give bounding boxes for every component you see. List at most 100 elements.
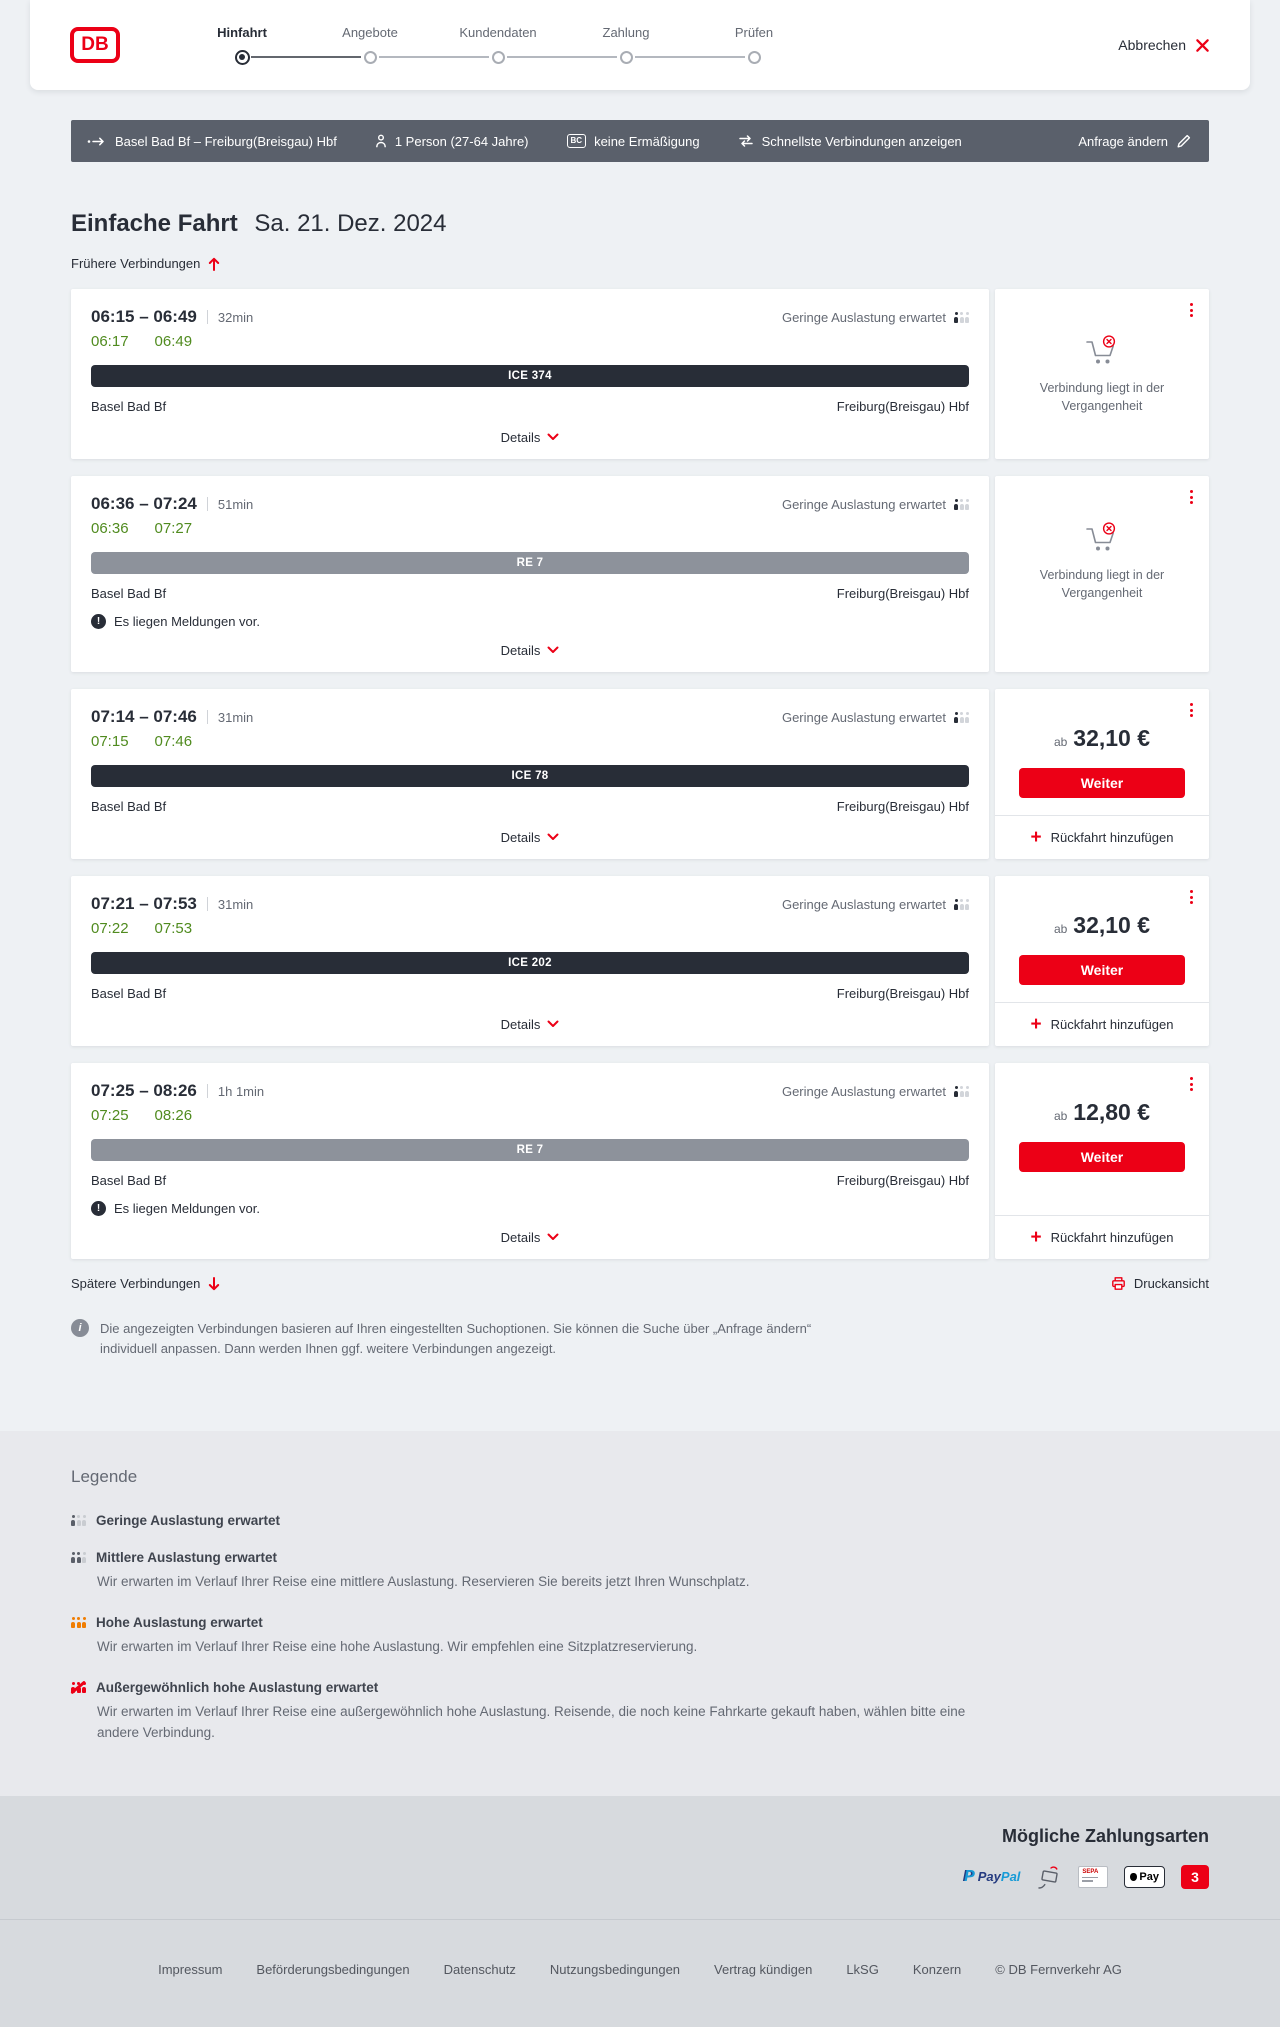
legend-item-description: Wir erwarten im Verlauf Ihrer Reise eine… [97, 1574, 750, 1590]
info-note-text: Die angezeigten Verbindungen basieren au… [100, 1321, 812, 1357]
connection-times: 06:15 – 06:49 [91, 307, 197, 326]
printer-icon [1111, 1276, 1126, 1291]
real-arrival-time: 07:27 [154, 520, 193, 537]
details-toggle[interactable]: Details [91, 1217, 969, 1247]
step-dot-icon [491, 50, 505, 64]
real-arrival-time: 07:46 [154, 733, 193, 750]
details-toggle[interactable]: Details [91, 817, 969, 847]
print-view-link[interactable]: Druckansicht [1111, 1276, 1209, 1291]
footer-link[interactable]: LkSG [846, 1961, 879, 1977]
legend-item: Geringe Auslastung erwartet [71, 1513, 1209, 1528]
plus-icon [1031, 828, 1042, 847]
details-toggle[interactable]: Details [91, 1004, 969, 1034]
more-options-icon[interactable] [1186, 1073, 1197, 1095]
db-logo[interactable]: DB [70, 27, 120, 63]
connection-duration: 1h 1min [217, 1083, 265, 1099]
earlier-connections-link[interactable]: Frühere Verbindungen [71, 256, 220, 271]
weiter-button[interactable]: Weiter [1019, 1142, 1185, 1172]
connection-side-panel: ab 32,10 € Weiter Rückfahrt hinzufügen [995, 689, 1209, 859]
messages-row: Es liegen Meldungen vor. [91, 1199, 969, 1217]
connection-row: 06:15 – 06:49 32min Geringe Auslastung e… [71, 289, 1209, 459]
footer-link[interactable]: Vertrag kündigen [714, 1961, 813, 1977]
occupancy-legend-icon [71, 1515, 86, 1527]
footer-link[interactable]: Datenschutz [443, 1961, 516, 1977]
connection-times: 07:25 – 08:26 [91, 1081, 197, 1100]
step-label: Kundendaten [459, 25, 537, 40]
step-label: Angebote [342, 25, 398, 40]
alert-icon [91, 613, 106, 629]
connection-duration: 32min [217, 309, 254, 325]
train-segment-bar: RE 7 [91, 1139, 969, 1161]
connection-card: 06:15 – 06:49 32min Geringe Auslastung e… [71, 289, 989, 459]
past-connection-text: Verbindung liegt in der Vergangenheit [1039, 568, 1165, 601]
arrow-down-icon [208, 1276, 220, 1291]
add-return-label: Rückfahrt hinzufügen [1050, 1230, 1174, 1245]
more-options-icon[interactable] [1186, 886, 1197, 908]
departure-station: Basel Bad Bf [91, 586, 167, 601]
stepper-step[interactable]: Angebote [251, 25, 434, 65]
train-segment-bar: ICE 374 [91, 365, 969, 387]
details-label: Details [500, 829, 541, 845]
footer: Impressum Beförderungsbedingungen Datens… [0, 1918, 1280, 2027]
main-content: Einfache Fahrt Sa. 21. Dez. 2024 Frühere… [0, 162, 1280, 1359]
passengers-summary: 1 Person (27-64 Jahre) [375, 134, 529, 149]
stepper-step[interactable]: Prüfen [635, 25, 818, 65]
footer-link[interactable]: Impressum [158, 1961, 223, 1977]
chevron-down-icon [547, 833, 559, 841]
occupancy-legend-icon [71, 1617, 86, 1629]
cancel-button[interactable]: Abbrechen [1118, 37, 1210, 53]
sort-text: Schnellste Verbindungen anzeigen [761, 133, 962, 149]
add-return-button[interactable]: Rückfahrt hinzufügen [995, 1002, 1209, 1046]
add-return-label: Rückfahrt hinzufügen [1050, 830, 1174, 845]
occupancy-icon [954, 711, 969, 723]
connection-row: 07:14 – 07:46 31min Geringe Auslastung e… [71, 689, 1209, 859]
footer-copyright: © DB Fernverkehr AG [995, 1961, 1122, 1977]
legend-list: Geringe Auslastung erwartet Mittlere Aus… [71, 1513, 1209, 1744]
more-options-icon[interactable] [1186, 486, 1197, 508]
legend-item-label: Außergewöhnlich hohe Auslastung erwartet [96, 1680, 379, 1696]
departure-station: Basel Bad Bf [91, 399, 167, 414]
connection-side-panel: Verbindung liegt in der Vergangenheit [995, 476, 1209, 672]
details-toggle[interactable]: Details [91, 417, 969, 447]
payments-title: Mögliche Zahlungsarten [1001, 1825, 1209, 1846]
connection-duration: 31min [217, 896, 254, 912]
one-way-arrow-icon [87, 136, 107, 147]
footer-link[interactable]: Beförderungsbedingungen [256, 1961, 410, 1977]
sort-summary[interactable]: Schnellste Verbindungen anzeigen [738, 134, 962, 149]
close-icon [1195, 38, 1210, 53]
weiter-button[interactable]: Weiter [1019, 768, 1185, 798]
departure-station: Basel Bad Bf [91, 1173, 167, 1188]
arrival-station: Freiburg(Breisgau) Hbf [836, 799, 969, 814]
pencil-icon [1177, 134, 1191, 148]
cart-unavailable-icon [1080, 520, 1124, 556]
connection-side-panel: Verbindung liegt in der Vergangenheit [995, 289, 1209, 459]
price-prefix: ab [1053, 922, 1068, 936]
later-connections-link[interactable]: Spätere Verbindungen [71, 1276, 220, 1291]
legend-item: Mittlere Auslastung erwartet Wir erwarte… [71, 1550, 1209, 1593]
stepper-step[interactable]: Zahlung [507, 25, 690, 65]
plus-icon [1031, 1228, 1042, 1247]
stepper-step[interactable]: Kundendaten [379, 25, 562, 65]
stepper-step[interactable]: Hinfahrt [178, 25, 306, 65]
edit-search-button[interactable]: Anfrage ändern [1078, 134, 1191, 149]
occupancy-icon [954, 498, 969, 510]
passengers-text: 1 Person (27-64 Jahre) [394, 133, 529, 149]
more-options-icon[interactable] [1186, 299, 1197, 321]
real-departure-time: 06:36 [91, 520, 129, 537]
trip-type: Einfache Fahrt [71, 210, 238, 237]
more-options-icon[interactable] [1186, 699, 1197, 721]
footer-link[interactable]: Nutzungsbedingungen [549, 1961, 681, 1977]
page-title: Einfache Fahrt Sa. 21. Dez. 2024 [71, 210, 1209, 238]
later-connections-label: Spätere Verbindungen [71, 1276, 201, 1291]
past-connection-text: Verbindung liegt in der Vergangenheit [1039, 381, 1165, 414]
real-arrival-time: 07:53 [154, 920, 193, 937]
details-toggle[interactable]: Details [91, 630, 969, 660]
cart-unavailable-icon [1080, 333, 1124, 369]
bahncard-icon: BC [566, 134, 587, 148]
add-return-button[interactable]: Rückfahrt hinzufügen [995, 815, 1209, 859]
footer-link[interactable]: Konzern [912, 1961, 962, 1977]
arrival-station: Freiburg(Breisgau) Hbf [836, 586, 969, 601]
weiter-button[interactable]: Weiter [1019, 955, 1185, 985]
add-return-button[interactable]: Rückfahrt hinzufügen [995, 1215, 1209, 1259]
sort-icon [738, 135, 754, 147]
